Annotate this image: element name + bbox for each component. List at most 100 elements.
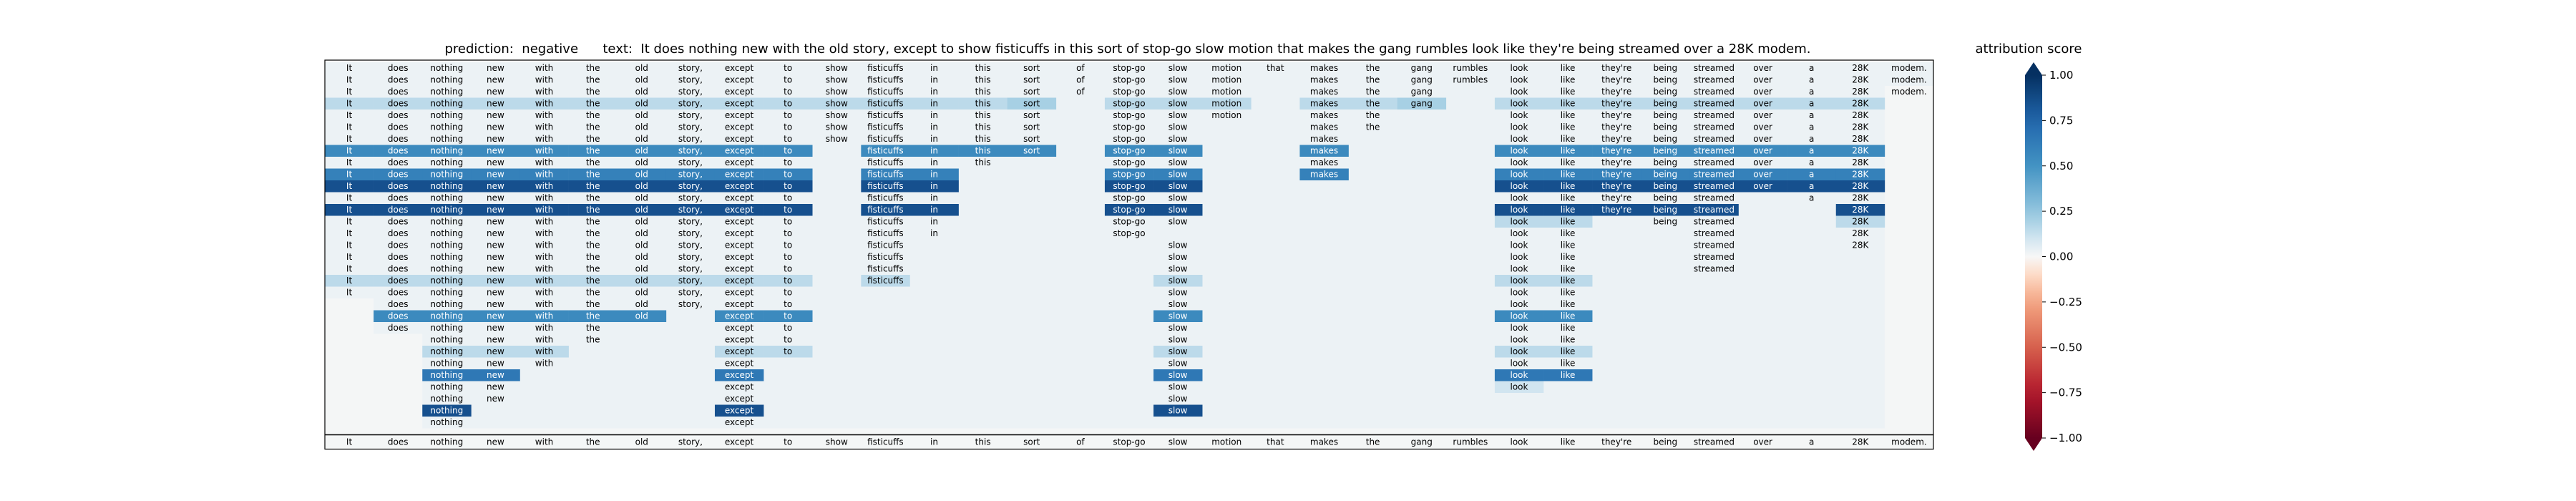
token-label: over [1753, 157, 1772, 167]
token-label: story, [678, 216, 703, 226]
heatmap-cell [374, 310, 423, 322]
token-label: except [725, 334, 754, 344]
x-tick-label: in [930, 437, 938, 447]
token-label: old [635, 157, 648, 167]
heatmap-cell [1153, 180, 1203, 193]
token-label: the [586, 145, 600, 155]
x-tick-label: except [725, 437, 754, 447]
token-label: does [388, 263, 409, 273]
token-label: look [1510, 263, 1528, 273]
token-label: except [725, 74, 754, 84]
x-tick-label: with [535, 437, 553, 447]
heatmap-cell [1738, 145, 1787, 157]
token-label: streamed [1694, 157, 1735, 167]
heatmap-cell [1397, 97, 1447, 110]
heatmap-cell [1641, 204, 1690, 216]
token-label: slow [1169, 181, 1188, 191]
heatmap-cell [374, 168, 423, 180]
x-tick-label: a [1809, 437, 1814, 447]
token-label: being [1654, 145, 1678, 155]
token-label: story, [678, 193, 703, 203]
heatmap-cell [1592, 180, 1641, 193]
token-label: new [487, 110, 504, 120]
token-label: slow [1169, 122, 1188, 132]
heatmap-row-band [325, 110, 1885, 122]
token-label: streamed [1694, 181, 1735, 191]
token-label: like [1561, 134, 1576, 144]
token-label: rumbles [1453, 74, 1488, 84]
heatmap-cell [1007, 145, 1057, 157]
heatmap-cell [1738, 180, 1787, 193]
token-label: old [635, 276, 648, 286]
heatmap-cell [1153, 346, 1203, 358]
heatmap-cell [1787, 97, 1837, 110]
token-label: this [975, 157, 991, 167]
token-label: story, [678, 110, 703, 120]
heatmap-cell [422, 346, 472, 358]
token-label: does [388, 205, 409, 215]
colorbar-extend-bottom [2025, 438, 2042, 451]
token-label: look [1510, 181, 1528, 191]
token-label: fisticuffs [867, 63, 904, 73]
token-label: makes [1310, 157, 1338, 167]
token-label: the [586, 193, 600, 203]
colorbar-tick-label: −0.50 [2049, 341, 2082, 354]
token-label: does [388, 311, 409, 321]
heatmap-cell [1299, 97, 1349, 110]
token-label: does [388, 110, 409, 120]
token-label: nothing [430, 240, 463, 250]
heatmap-cell [471, 369, 520, 381]
token-label: except [725, 394, 754, 404]
token-label: makes [1310, 145, 1338, 155]
token-label: old [635, 181, 648, 191]
x-tick-label: slow [1169, 437, 1188, 447]
heatmap-cell [1007, 97, 1057, 110]
token-label: nothing [430, 63, 463, 73]
heatmap-cell [763, 168, 813, 180]
token-label: motion [1211, 87, 1241, 97]
token-label: story, [678, 263, 703, 273]
token-label: with [535, 134, 553, 144]
token-label: It [346, 181, 353, 191]
token-label: fisticuffs [867, 169, 904, 179]
token-label: does [388, 134, 409, 144]
token-label: except [725, 381, 754, 391]
token-label: the [586, 74, 600, 84]
token-label: this [975, 134, 991, 144]
heatmap-cell [422, 310, 472, 322]
token-label: in [930, 87, 938, 97]
token-label: 28K [1852, 87, 1869, 97]
token-label: that [1267, 63, 1284, 73]
token-label: new [487, 394, 504, 404]
heatmap-cell [374, 204, 423, 216]
heatmap-cell [861, 204, 910, 216]
heatmap-row-band [325, 251, 1885, 263]
token-label: makes [1310, 87, 1338, 97]
heatmap-cell [665, 180, 716, 193]
heatmap-cell [374, 97, 423, 110]
token-label: sort [1023, 122, 1040, 132]
token-label: like [1561, 74, 1576, 84]
token-label: 28K [1852, 240, 1869, 250]
token-label: the [586, 181, 600, 191]
token-label: they're [1601, 169, 1631, 179]
token-label: old [635, 110, 648, 120]
token-label: a [1809, 145, 1814, 155]
heatmap-cell [1689, 204, 1739, 216]
token-label: old [635, 311, 648, 321]
token-label: motion [1211, 110, 1241, 120]
heatmap-cell [714, 369, 764, 381]
token-label: show [826, 63, 848, 73]
token-label: look [1510, 74, 1528, 84]
heatmap-cell [714, 404, 764, 417]
heatmap-cell [422, 204, 472, 216]
token-label: gang [1411, 74, 1433, 84]
colorbar-title: attribution score [1975, 42, 2082, 57]
colorbar-tick-label: −0.25 [2049, 296, 2082, 308]
token-label: nothing [430, 252, 463, 262]
heatmap-row-band [325, 215, 1885, 228]
token-label: old [635, 87, 648, 97]
token-label: slow [1169, 205, 1188, 215]
token-label: streamed [1694, 216, 1735, 226]
token-label: of [1076, 87, 1085, 97]
